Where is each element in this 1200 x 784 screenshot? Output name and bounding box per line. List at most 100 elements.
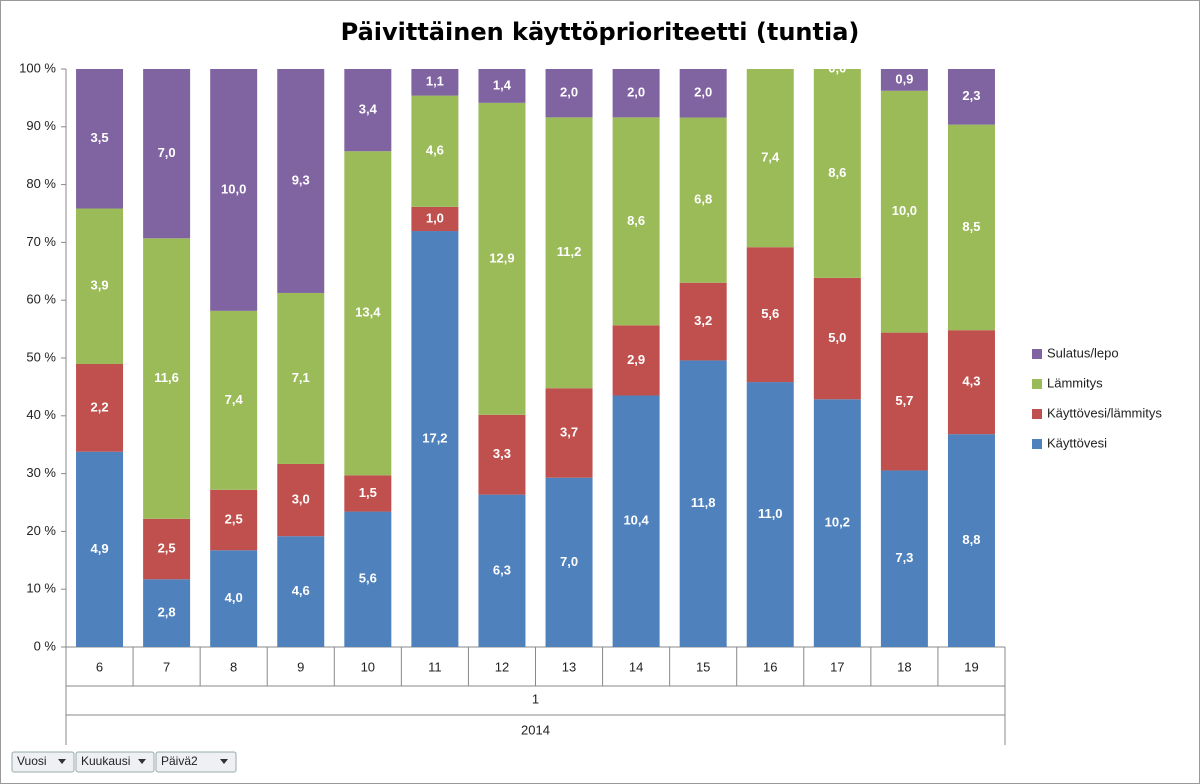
- y-tick-label: 10 %: [26, 581, 56, 596]
- bar-segment: [344, 511, 392, 647]
- x-tick-label: 10: [361, 659, 375, 674]
- bar-segment: [746, 69, 794, 248]
- legend-swatch: [1032, 409, 1042, 419]
- data-label: 12,9: [489, 250, 514, 265]
- x-tick-label: 18: [897, 659, 911, 674]
- bar-segment: [411, 95, 459, 207]
- bar-segment: [746, 247, 794, 383]
- y-tick-label: 90 %: [26, 118, 56, 133]
- bar-segment: [813, 277, 861, 400]
- data-label: 1,5: [359, 485, 377, 500]
- bar-segment: [679, 69, 727, 118]
- bar-segment: [679, 117, 727, 283]
- data-label: 11,8: [691, 495, 716, 510]
- data-label: 5,6: [761, 306, 779, 321]
- filter-button-label: Kuukausi: [81, 754, 130, 768]
- data-label: 7,4: [761, 150, 780, 165]
- filter-button[interactable]: Vuosi: [11, 751, 75, 773]
- data-label: 10,0: [221, 181, 246, 196]
- bar-segment: [612, 69, 660, 118]
- bar-segment: [612, 395, 660, 647]
- legend-label: Käyttövesi: [1047, 435, 1107, 450]
- data-label: 0,9: [895, 71, 913, 86]
- data-label: 1,1: [426, 74, 444, 89]
- x-tick-label: 13: [562, 659, 576, 674]
- filter-button-label: Vuosi: [17, 754, 47, 768]
- bar-segment: [612, 117, 660, 326]
- bar-segment: [746, 382, 794, 647]
- bar-segment: [679, 282, 727, 361]
- bar-segment: [679, 360, 727, 647]
- bar-segment: [344, 475, 392, 512]
- bar-segment: [478, 414, 526, 495]
- bar-segment: [210, 489, 258, 551]
- filter-button[interactable]: Kuukausi: [75, 751, 155, 773]
- data-label: 3,7: [560, 424, 578, 439]
- data-label: 7,0: [158, 145, 176, 160]
- data-label: 6,3: [493, 562, 511, 577]
- bar-segment: [143, 238, 191, 519]
- filter-button-bg: [155, 751, 237, 773]
- data-label: 4,0: [225, 590, 243, 605]
- x-tick-label: 9: [297, 659, 304, 674]
- bar-segment: [344, 69, 392, 152]
- data-label: 3,9: [90, 278, 108, 293]
- bar-segment: [76, 363, 124, 452]
- data-label: 11,0: [758, 506, 783, 521]
- x-tick-label: 17: [830, 659, 844, 674]
- y-tick-label: 30 %: [26, 465, 56, 480]
- data-label: 2,0: [694, 85, 712, 100]
- filter-button-bg: [11, 751, 75, 773]
- x-tick-label: 14: [629, 659, 643, 674]
- month-label: 1: [532, 691, 539, 706]
- filter-button[interactable]: Päivä2: [155, 751, 237, 773]
- y-tick-label: 60 %: [26, 292, 56, 307]
- data-label: 2,0: [627, 85, 645, 100]
- filter-arrow: [138, 759, 146, 764]
- bar-segment: [210, 550, 258, 647]
- bar-segment: [143, 579, 191, 647]
- x-tick-label: 16: [763, 659, 777, 674]
- data-label: 8,6: [828, 165, 846, 180]
- data-label: 7,3: [895, 550, 913, 565]
- data-label: 7,0: [560, 554, 578, 569]
- legend-swatch: [1032, 379, 1042, 389]
- data-label: 2,9: [627, 352, 645, 367]
- data-label: 10,2: [825, 515, 850, 530]
- data-label: 4,6: [426, 143, 444, 158]
- bar-segment: [277, 463, 325, 537]
- data-label: 11,6: [154, 370, 179, 385]
- filter-arrow: [220, 759, 228, 764]
- data-label: 0,0: [828, 60, 846, 75]
- data-label: 10,0: [892, 203, 917, 218]
- filter-button-label: Päivä2: [161, 754, 198, 768]
- bar-segment: [880, 332, 928, 471]
- bar-segment: [76, 451, 124, 647]
- bar-segment: [813, 399, 861, 647]
- x-tick-label: 12: [495, 659, 509, 674]
- data-label: 3,5: [90, 130, 108, 145]
- bar-segment: [277, 536, 325, 647]
- legend-swatch: [1032, 349, 1042, 359]
- x-tick-label: 11: [428, 659, 442, 674]
- data-label: 7,1: [292, 370, 310, 385]
- data-label: 10,4: [623, 513, 649, 528]
- data-label: 1,0: [426, 210, 444, 225]
- x-tick-label: 15: [696, 659, 710, 674]
- bar-segment: [478, 102, 526, 415]
- bar-segment: [210, 310, 258, 490]
- y-tick-label: 0 %: [34, 638, 57, 653]
- bar-segment: [478, 69, 526, 103]
- legend-label: Lämmitys: [1047, 375, 1103, 390]
- data-label: 4,6: [292, 583, 310, 598]
- bar-segment: [947, 124, 995, 331]
- bar-segment: [947, 434, 995, 647]
- bar-segment: [545, 117, 593, 389]
- y-tick-label: 40 %: [26, 407, 56, 422]
- bar-segment: [76, 69, 124, 209]
- filter-arrow: [58, 759, 66, 764]
- bar-segment: [545, 477, 593, 647]
- data-label: 3,4: [359, 102, 378, 117]
- bar-segment: [344, 151, 392, 476]
